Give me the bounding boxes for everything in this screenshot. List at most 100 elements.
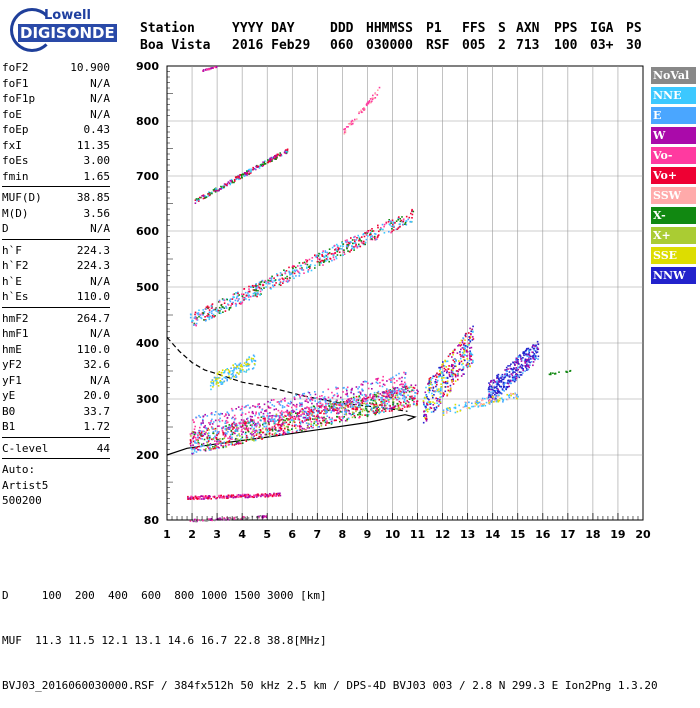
echo-point: [495, 389, 497, 392]
echo-point: [259, 515, 262, 517]
echo-point: [204, 496, 206, 499]
echo-point: [377, 226, 379, 229]
echo-point: [373, 391, 376, 394]
echo-point: [285, 425, 288, 428]
echo-point: [271, 495, 274, 498]
echo-point: [508, 371, 511, 373]
echo-point: [492, 390, 494, 393]
echo-point: [494, 399, 497, 402]
echo-point: [235, 366, 238, 369]
echo-point: [241, 365, 244, 368]
echo-point: [352, 393, 355, 395]
echo-point: [376, 410, 379, 413]
echo-point: [242, 369, 244, 371]
echo-point: [201, 443, 203, 446]
echo-point: [294, 270, 296, 273]
echo-point: [228, 494, 230, 497]
echo-point: [403, 384, 406, 387]
echo-point: [508, 396, 511, 399]
echo-point: [411, 208, 413, 211]
muf-value: 12.1: [94, 634, 128, 647]
echo-point: [319, 402, 322, 404]
echo-point: [277, 422, 280, 425]
echo-point: [259, 281, 262, 284]
echo-point: [228, 375, 230, 378]
echo-point: [357, 406, 359, 408]
param-name: C-level: [2, 441, 49, 455]
echo-point: [395, 408, 397, 410]
echo-point: [474, 402, 477, 405]
echo-point: [350, 414, 353, 416]
echo-point: [265, 516, 268, 519]
echo-point: [490, 388, 492, 391]
echo-point: [221, 429, 224, 432]
echo-point: [392, 403, 394, 406]
echo-point: [207, 315, 210, 317]
echo-point: [461, 341, 464, 344]
param-value: 224.3: [76, 243, 110, 257]
echo-point: [320, 398, 322, 400]
echo-point: [293, 415, 296, 418]
echo-point: [199, 496, 201, 499]
echo-point: [206, 429, 209, 431]
echo-point: [357, 391, 360, 393]
echo-point: [490, 401, 493, 403]
echo-point: [339, 407, 341, 409]
echo-point: [212, 421, 215, 423]
echo-point: [465, 404, 467, 407]
echo-point: [395, 392, 398, 394]
echo-point: [439, 398, 441, 401]
echo-point: [247, 495, 250, 497]
echo-point: [218, 425, 221, 427]
echo-point: [191, 448, 193, 451]
echo-point: [253, 285, 255, 287]
echo-point: [225, 307, 228, 309]
echo-point: [207, 496, 210, 499]
echo-point: [233, 421, 235, 424]
echo-point: [267, 279, 270, 282]
y-tick-label: 200: [136, 449, 159, 462]
echo-point: [189, 435, 192, 437]
echo-point: [348, 242, 350, 244]
echo-point: [227, 441, 229, 443]
echo-point: [214, 430, 217, 432]
echo-point: [215, 383, 218, 385]
echo-point: [447, 389, 450, 392]
echo-point: [193, 448, 196, 450]
echo-point: [335, 400, 338, 403]
echo-point: [339, 403, 341, 405]
echo-point: [214, 447, 216, 450]
echo-point: [526, 363, 528, 365]
echo-point: [412, 389, 415, 392]
echo-point: [353, 249, 355, 251]
echo-point: [386, 407, 388, 409]
echo-point: [252, 430, 254, 432]
echo-point: [386, 394, 388, 396]
echo-point: [283, 151, 286, 153]
echo-point: [279, 426, 281, 429]
echo-point: [200, 433, 202, 435]
echo-point: [346, 419, 348, 422]
echo-point: [210, 447, 213, 450]
echo-point: [404, 222, 407, 224]
echo-point: [228, 427, 231, 430]
echo-point: [387, 408, 389, 410]
echo-point: [291, 266, 294, 268]
echo-point: [228, 371, 231, 374]
echo-point: [263, 163, 266, 165]
echo-point: [243, 516, 246, 519]
echo-point: [529, 364, 531, 366]
echo-point: [228, 370, 231, 373]
echo-point: [293, 420, 295, 423]
echo-point: [220, 383, 223, 385]
echo-point: [550, 372, 552, 374]
echo-point: [381, 406, 383, 408]
echo-point: [321, 251, 324, 254]
echo-point: [402, 397, 404, 400]
logo-brand-bottom: DIGISONDE: [18, 24, 117, 42]
echo-point: [225, 440, 228, 443]
echo-point: [378, 412, 380, 415]
echo-point: [207, 314, 210, 316]
echo-point: [444, 368, 447, 371]
echo-point: [507, 386, 509, 388]
